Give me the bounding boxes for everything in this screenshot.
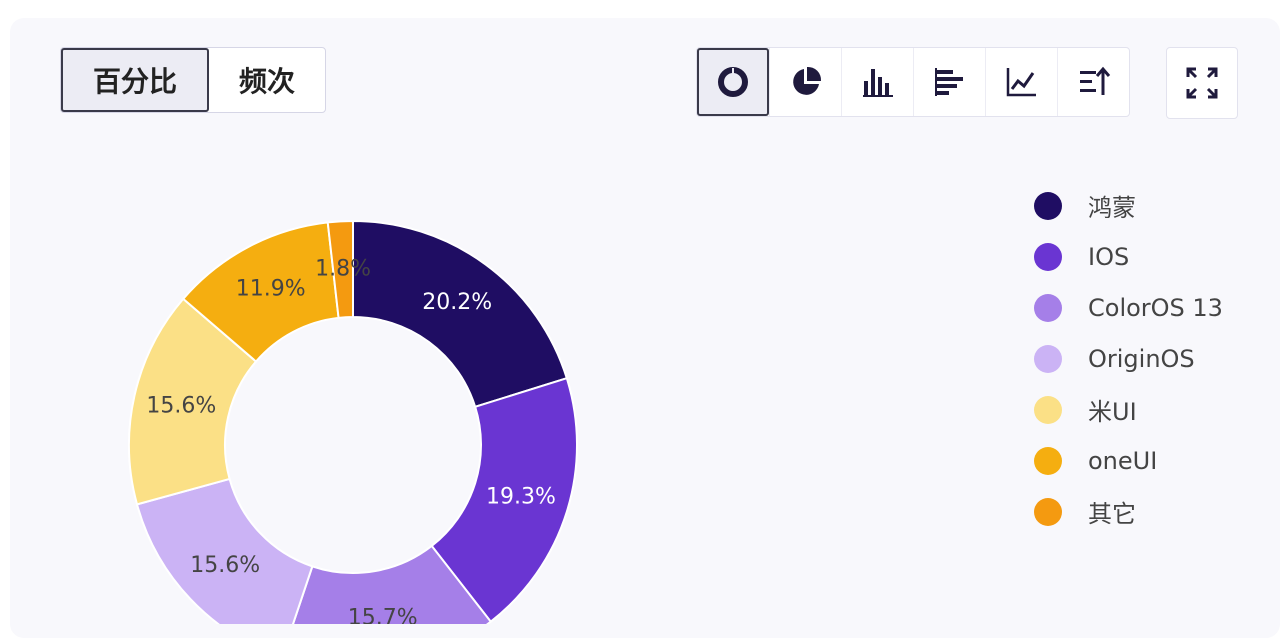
legend-label: IOS bbox=[1088, 242, 1130, 271]
donut-slice[interactable] bbox=[326, 219, 354, 319]
donut-slice[interactable] bbox=[430, 376, 578, 624]
legend-item[interactable]: 米UI bbox=[1034, 384, 1223, 435]
percent-toggle-button[interactable]: 百分比 bbox=[61, 48, 209, 112]
legend-swatch bbox=[1034, 344, 1062, 373]
horizontal-bar-chart-icon bbox=[934, 68, 963, 96]
slice-value-label: 15.6% bbox=[190, 553, 260, 578]
donut-chart: 20.2% 19.3% 15.7% 15.6% 15.6% 11.9% 1.8% bbox=[128, 219, 578, 624]
slice-value-label: 15.7% bbox=[348, 605, 418, 624]
bar-chart-button[interactable] bbox=[841, 48, 913, 116]
legend-swatch bbox=[1034, 497, 1062, 526]
legend-label: ColorOS 13 bbox=[1088, 293, 1223, 322]
slice-value-label: 20.2% bbox=[422, 290, 492, 315]
slice-value-label: 15.6% bbox=[146, 393, 216, 418]
legend-swatch bbox=[1034, 395, 1062, 424]
fullscreen-icon bbox=[1186, 67, 1218, 99]
legend-label: 米UI bbox=[1088, 398, 1137, 426]
donut-chart-button[interactable] bbox=[697, 48, 769, 116]
legend-label: OriginOS bbox=[1088, 344, 1195, 373]
donut-chart-icon bbox=[718, 67, 748, 97]
frequency-toggle-button[interactable]: 频次 bbox=[238, 65, 295, 98]
legend-item[interactable]: 鸿蒙 bbox=[1034, 180, 1223, 231]
legend-item[interactable]: OriginOS bbox=[1034, 333, 1223, 384]
sort-button[interactable] bbox=[1057, 48, 1129, 116]
legend-label: 其它 bbox=[1088, 500, 1136, 528]
pie-chart-button[interactable] bbox=[769, 48, 841, 116]
fullscreen-button[interactable] bbox=[1166, 47, 1238, 119]
line-chart-button[interactable] bbox=[985, 48, 1057, 116]
legend-swatch bbox=[1034, 446, 1062, 475]
donut-slice[interactable] bbox=[135, 477, 314, 624]
pie-chart-icon bbox=[792, 66, 821, 95]
legend-swatch bbox=[1034, 242, 1062, 271]
legend-item[interactable]: 其它 bbox=[1034, 486, 1223, 537]
bar-chart-icon bbox=[862, 69, 893, 97]
legend-item[interactable]: oneUI bbox=[1034, 435, 1223, 486]
slice-value-label: 19.3% bbox=[486, 484, 556, 509]
legend-swatch bbox=[1034, 293, 1062, 322]
slice-value-label: 1.8% bbox=[315, 256, 371, 281]
metric-toggle: 百分比 频次 bbox=[60, 47, 326, 113]
chart-type-switcher bbox=[696, 47, 1130, 117]
legend-label: oneUI bbox=[1088, 446, 1158, 475]
sort-icon bbox=[1079, 66, 1110, 95]
legend-item[interactable]: ColorOS 13 bbox=[1034, 282, 1223, 333]
horizontal-bar-chart-button[interactable] bbox=[913, 48, 985, 116]
chart-legend: 鸿蒙 IOS ColorOS 13 OriginOS 米UI oneUI 其它 bbox=[1034, 180, 1223, 537]
donut-slice[interactable] bbox=[282, 544, 493, 624]
legend-label: 鸿蒙 bbox=[1088, 194, 1136, 222]
line-chart-icon bbox=[1006, 68, 1036, 97]
legend-item[interactable]: IOS bbox=[1034, 231, 1223, 282]
slice-value-label: 11.9% bbox=[236, 276, 306, 301]
legend-swatch bbox=[1034, 191, 1062, 220]
donut-slice[interactable] bbox=[352, 219, 569, 409]
